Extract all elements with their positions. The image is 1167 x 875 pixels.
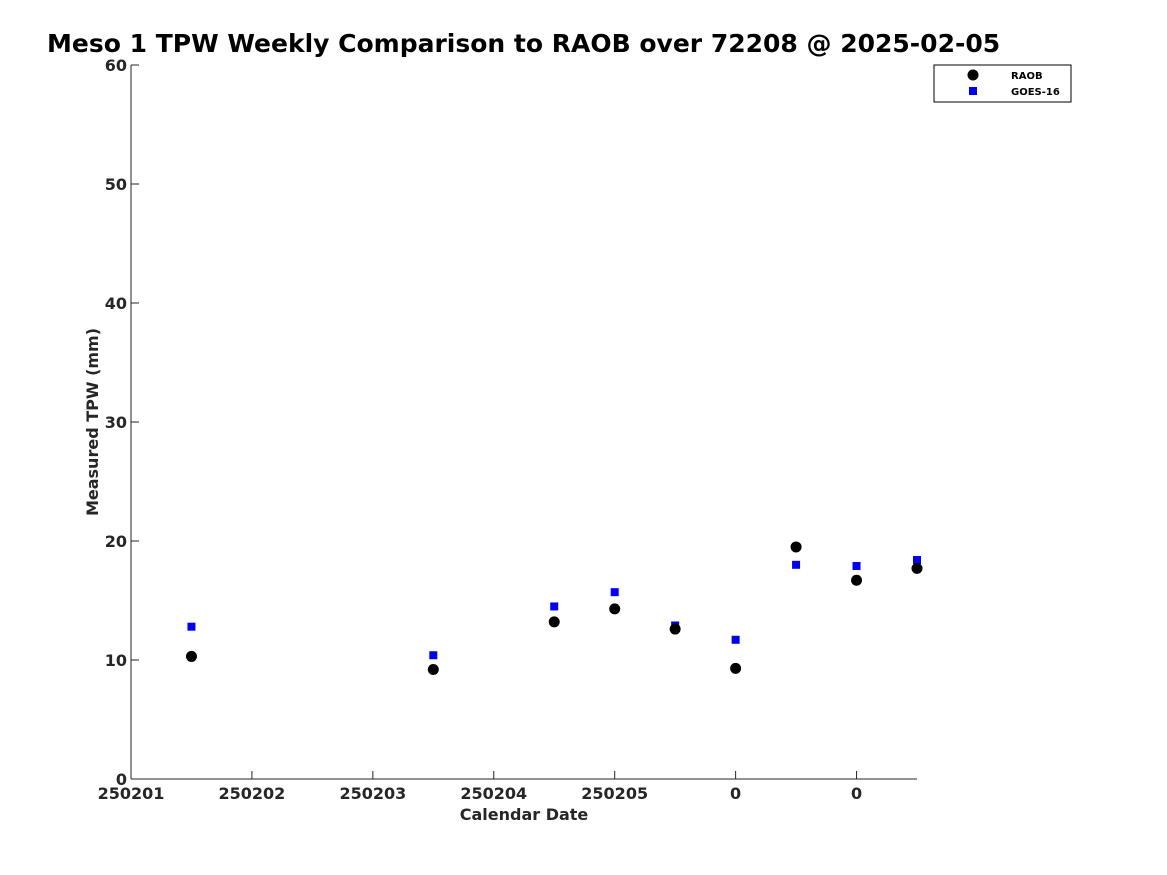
y-tick-label: 0 <box>116 770 127 789</box>
y-tick-label: 40 <box>105 294 127 313</box>
y-tick-label: 10 <box>105 651 127 670</box>
x-tick-label: 0 <box>730 784 741 803</box>
raob-point <box>548 616 560 628</box>
goes16-point <box>913 556 921 565</box>
legend-goes-marker <box>969 87 977 95</box>
x-tick-label: 250205 <box>581 784 648 803</box>
goes16-point <box>429 651 438 660</box>
raob-point <box>427 664 439 676</box>
raob-point <box>185 650 197 662</box>
raob-point <box>609 603 621 615</box>
axes <box>130 65 917 780</box>
y-axis-label: Measured TPW (mm) <box>83 328 102 516</box>
y-ticks: 0 10 20 30 40 50 60 <box>105 56 139 789</box>
y-tick-label: 50 <box>105 175 127 194</box>
chart-title: Meso 1 TPW Weekly Comparison to RAOB ove… <box>47 29 1000 58</box>
raob-point <box>911 562 923 574</box>
x-tick-label: 250201 <box>98 784 165 803</box>
legend-raob-label: RAOB <box>1011 71 1043 82</box>
y-tick-label: 30 <box>105 413 127 432</box>
legend-box <box>933 64 1072 103</box>
y-tick-label: 20 <box>105 532 127 551</box>
x-tick-label: 250204 <box>460 784 527 803</box>
raob-point <box>851 574 863 586</box>
legend: RAOB GOES-16 <box>933 64 1072 103</box>
y-tick-label: 60 <box>105 56 127 75</box>
x-axis-label: Calendar Date <box>460 805 589 824</box>
goes16-point <box>550 602 559 611</box>
goes16-point <box>731 635 740 644</box>
raob-point <box>669 623 681 635</box>
x-ticks: 250201 250202 250203 250204 250205 0 0 <box>98 771 862 803</box>
x-tick-label: 0 <box>851 784 862 803</box>
goes16-point <box>852 561 861 570</box>
data-points <box>185 541 923 676</box>
raob-point <box>790 541 802 553</box>
legend-raob-marker <box>967 69 979 81</box>
x-tick-label: 250203 <box>339 784 406 803</box>
x-tick-label: 250202 <box>219 784 286 803</box>
legend-goes-label: GOES-16 <box>1011 87 1060 98</box>
raob-point <box>730 662 742 674</box>
goes16-point <box>187 622 196 631</box>
goes16-point <box>610 588 619 597</box>
goes16-point <box>792 560 801 569</box>
